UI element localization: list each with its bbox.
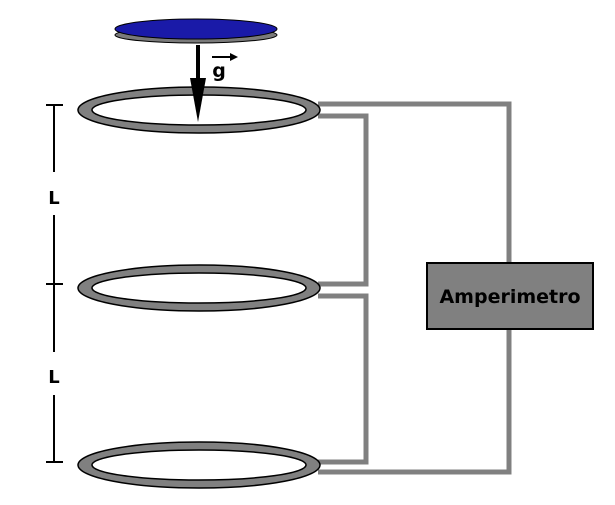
ammeter-box: Amperimetro	[426, 262, 594, 330]
wire-top-ring-to-ammeter	[318, 101, 512, 263]
gravity-label: g	[212, 53, 238, 82]
circuit-wires	[318, 101, 512, 475]
spacing-label-upper: L	[48, 188, 59, 209]
wire-ammeter-to-bottom-ring	[318, 329, 512, 475]
spacing-label-lower: L	[48, 367, 59, 388]
magnet-top	[114, 18, 278, 40]
gravity-symbol: g	[212, 60, 226, 82]
ring-middle	[77, 264, 321, 312]
ammeter-label: Amperimetro	[439, 286, 580, 308]
spacing-dimension	[46, 104, 63, 463]
ring-bottom	[77, 441, 321, 489]
disc-magnet-icon	[114, 18, 278, 44]
vector-arrow-head	[230, 53, 238, 61]
wire-middle-ring-to-bottom-ring	[318, 293, 369, 465]
arrow-down-icon	[190, 45, 206, 122]
wire-top-ring-to-middle-ring	[318, 113, 369, 287]
